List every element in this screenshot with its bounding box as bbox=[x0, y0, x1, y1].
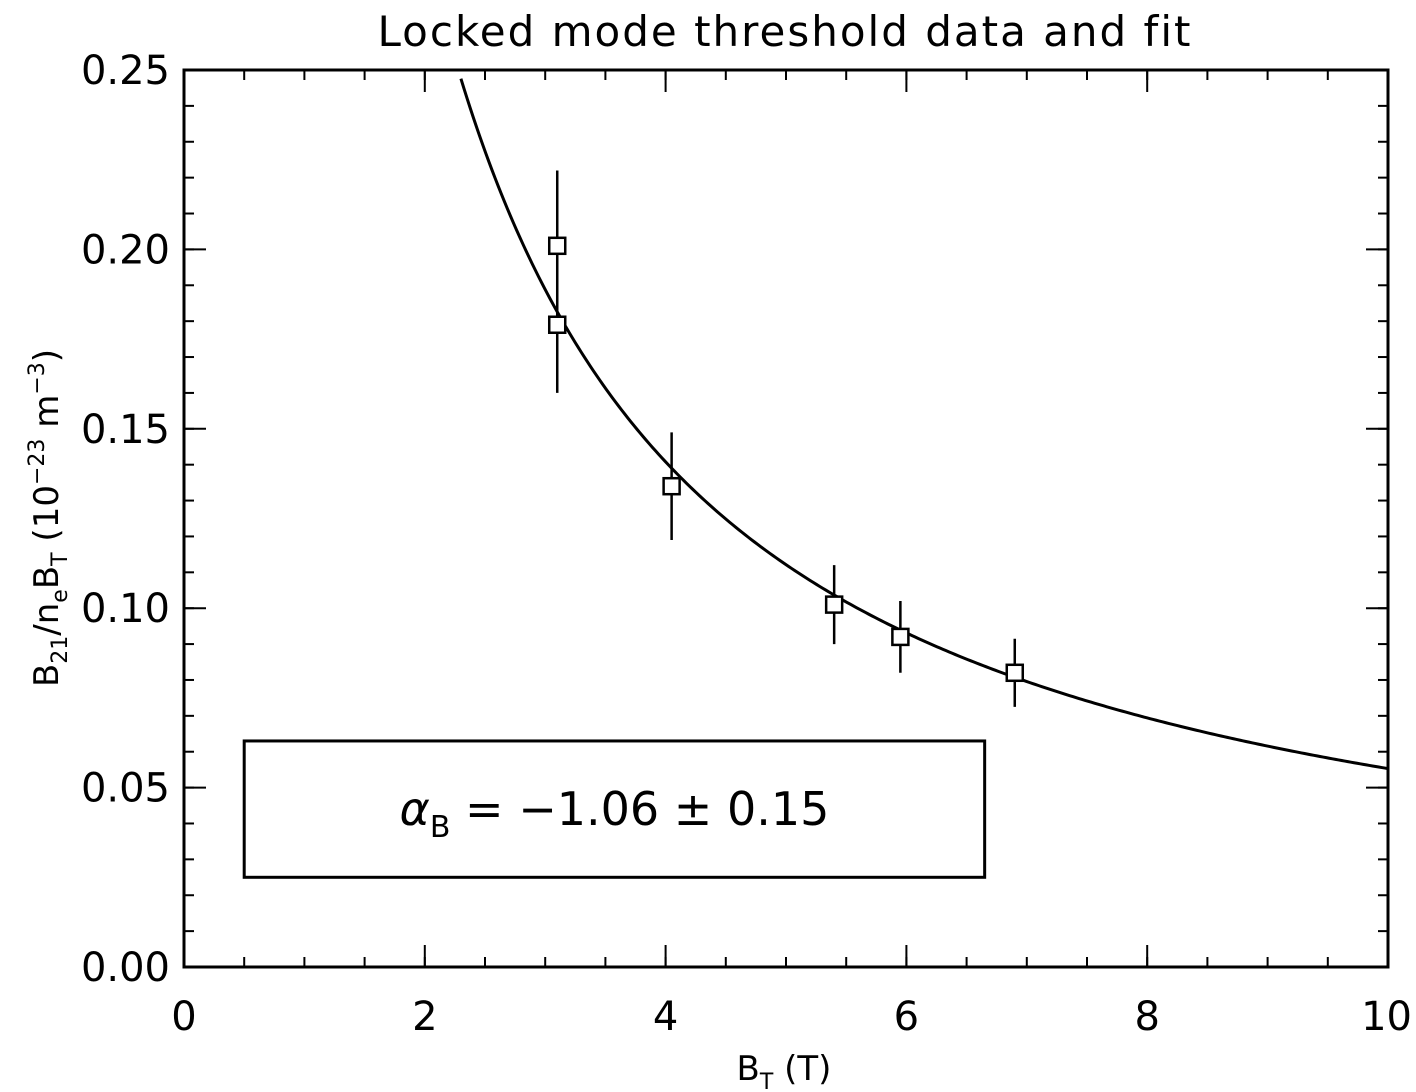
y-label-sub: e bbox=[48, 589, 73, 603]
chart-title: Locked mode threshold data and fit bbox=[378, 7, 1193, 56]
y-tick-label: 0.25 bbox=[81, 48, 170, 94]
data-point bbox=[547, 256, 567, 393]
alpha-symbol: α bbox=[399, 782, 429, 836]
y-label-sub: 21 bbox=[48, 636, 73, 664]
y-axis-label: B21/neBT (10−23 m−3) bbox=[25, 349, 73, 687]
fit-curve bbox=[459, 78, 1388, 771]
x-axis-label-main: B bbox=[737, 1049, 760, 1089]
y-label-part: (10 bbox=[27, 485, 67, 552]
data-marker bbox=[891, 627, 910, 647]
data-points bbox=[547, 170, 1025, 707]
data-point bbox=[824, 565, 844, 645]
y-tick-label: 0.05 bbox=[81, 766, 170, 812]
data-marker bbox=[547, 315, 567, 334]
y-tick-label: 0.15 bbox=[81, 407, 170, 453]
y-label-part: ) bbox=[27, 349, 67, 362]
fit-result-value: = −1.06 ± 0.15 bbox=[450, 782, 829, 836]
data-point bbox=[891, 601, 910, 673]
x-axis-label-unit: (T) bbox=[773, 1049, 831, 1089]
data-marker bbox=[824, 595, 844, 614]
x-tick-label: 8 bbox=[1134, 994, 1159, 1040]
axis-tick-labels: 0 2 4 6 8 10 0.00 0.05 0.10 0.15 0.20 0.25 bbox=[81, 48, 1412, 1040]
x-axis-label-sub: T bbox=[759, 1070, 774, 1092]
y-tick-label: 0.00 bbox=[81, 945, 170, 991]
y-label-part: B bbox=[27, 664, 67, 687]
alpha-subscript: B bbox=[430, 810, 451, 845]
y-label-part: m bbox=[27, 395, 67, 439]
data-point bbox=[1005, 638, 1025, 707]
data-point bbox=[662, 432, 681, 541]
x-tick-label: 4 bbox=[653, 994, 678, 1040]
y-label-part: /n bbox=[27, 603, 67, 636]
y-tick-label: 0.10 bbox=[81, 586, 170, 632]
y-label-sub: T bbox=[48, 552, 73, 567]
fit-result-text: αB = −1.06 ± 0.15 bbox=[399, 782, 829, 845]
data-marker bbox=[1005, 663, 1025, 683]
fit-result-box bbox=[242, 739, 987, 879]
x-tick-label: 0 bbox=[171, 994, 196, 1040]
x-tick-label: 2 bbox=[412, 994, 437, 1040]
x-axis-label: BT (T) bbox=[737, 1049, 832, 1092]
y-label-part: B bbox=[27, 566, 67, 589]
data-marker bbox=[662, 476, 681, 496]
y-label-sup: −23 bbox=[25, 439, 50, 485]
y-label-sup: −3 bbox=[25, 362, 50, 394]
x-tick-label: 6 bbox=[894, 994, 919, 1040]
y-tick-label: 0.20 bbox=[81, 227, 170, 273]
x-tick-label: 10 bbox=[1361, 994, 1412, 1040]
data-marker bbox=[547, 236, 567, 256]
axis-ticks bbox=[183, 69, 1389, 968]
